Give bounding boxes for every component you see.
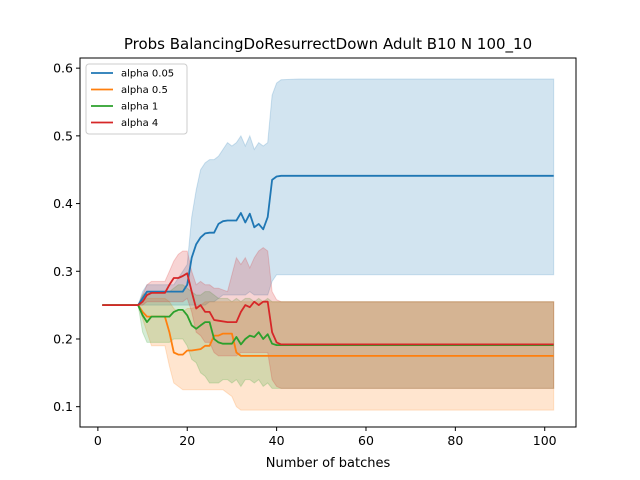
confidence-bands	[102, 78, 555, 411]
legend-entry-label: alpha 1	[121, 102, 158, 113]
x-tick-label: 80	[447, 433, 463, 448]
legend-entry-label: alpha 0.05	[121, 69, 174, 80]
chart-title: Probs BalancingDoResurrectDown Adult B10…	[124, 35, 532, 54]
y-tick-label: 0.3	[53, 264, 73, 279]
x-tick-label: 40	[269, 433, 285, 448]
y-tick-label: 0.5	[53, 128, 73, 143]
legend-box	[85, 63, 188, 135]
x-tick-label: 60	[358, 433, 374, 448]
legend: alpha 0.05 alpha 0.5 alpha 1 alpha 4	[85, 63, 188, 135]
legend-entry-label: alpha 0.5	[121, 85, 168, 96]
series-line-alpha-1	[102, 304, 554, 347]
plot-area-frame	[79, 57, 577, 428]
x-tick-label: 20	[179, 433, 195, 448]
y-axis: 0.1 0.2 0.3 0.4 0.5 0.6	[53, 61, 80, 414]
y-tick-label: 0.1	[53, 399, 73, 414]
y-tick-label: 0.2	[53, 331, 73, 346]
x-tick-label: 100	[533, 433, 557, 448]
x-tick-label: 0	[94, 433, 102, 448]
series-line-alpha-4	[102, 272, 554, 346]
legend-entry-label: alpha 4	[121, 118, 158, 129]
x-axis-label: Number of batches	[266, 456, 391, 471]
x-axis: 0 20 40 60 80 100	[94, 427, 557, 448]
y-tick-label: 0.6	[53, 61, 73, 76]
y-tick-label: 0.4	[53, 196, 73, 211]
series-lines	[102, 174, 554, 357]
series-line-alpha-0-05	[102, 174, 554, 307]
